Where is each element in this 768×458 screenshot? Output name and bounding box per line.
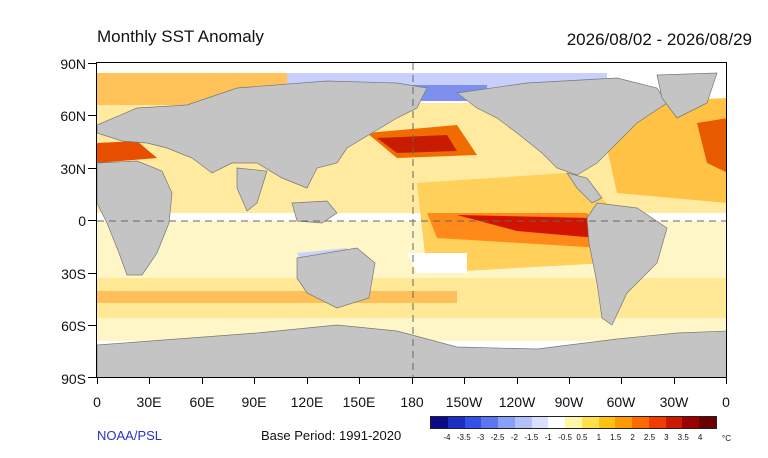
southern-ocean-warm-strip bbox=[97, 291, 457, 303]
colorbar-tick-label: -1.5 bbox=[524, 433, 539, 442]
y-label-60s: 60S bbox=[61, 318, 86, 334]
antarctica-land bbox=[97, 324, 726, 377]
central-america-land bbox=[566, 172, 603, 204]
y-tick bbox=[88, 273, 96, 274]
colorbar-tick-label: 2.5 bbox=[643, 433, 656, 442]
colorbar-swatch bbox=[581, 417, 599, 428]
colorbar-tick-label: -3.5 bbox=[456, 433, 471, 442]
colorbar-tick-label: -1 bbox=[544, 433, 552, 442]
x-label-180: 180 bbox=[400, 394, 424, 410]
x-tick bbox=[412, 378, 413, 384]
colorbar-swatch bbox=[464, 417, 482, 428]
colorbar-swatch bbox=[447, 417, 465, 428]
y-tick bbox=[88, 377, 96, 378]
colorbar-swatch bbox=[531, 417, 549, 428]
colorbar-labels: -4 -3.5 -3 -2.5 -2 -1.5 -1 -0.5 0.5 1 1.5 2 2.5 3 3.5 4 bbox=[430, 433, 730, 445]
date-range: 2026/08/02 - 2026/08/29 bbox=[566, 30, 752, 49]
colorbar-swatch bbox=[598, 417, 616, 428]
maritime-continent-land bbox=[291, 200, 338, 224]
x-tick bbox=[254, 378, 255, 384]
x-label-60w: 60W bbox=[606, 394, 636, 410]
y-tick bbox=[88, 168, 96, 169]
colorbar-tick-label: 1.5 bbox=[610, 433, 622, 442]
colorbar-swatch bbox=[498, 417, 515, 428]
colorbar-tick-label: 2 bbox=[630, 433, 635, 442]
north-america-land bbox=[456, 77, 668, 176]
x-label-0: 0 bbox=[93, 394, 101, 410]
colorbar-tick-label: -4 bbox=[443, 433, 451, 442]
y-label-90n: 90N bbox=[60, 56, 86, 72]
y-tick bbox=[88, 63, 96, 64]
y-tick bbox=[88, 325, 96, 326]
land-masses bbox=[97, 72, 726, 377]
base-period: Base Period: 1991-2020 bbox=[261, 428, 402, 443]
x-tick bbox=[621, 378, 622, 384]
colorbar-swatch bbox=[615, 417, 633, 428]
mediterranean-warm bbox=[97, 141, 157, 163]
india-land bbox=[236, 167, 268, 212]
north-atlantic-core bbox=[697, 118, 726, 173]
colorbar-swatch bbox=[481, 417, 499, 428]
x-tick bbox=[202, 378, 203, 384]
x-tick bbox=[149, 378, 150, 384]
northwest-pacific-core bbox=[377, 135, 457, 153]
colorbar-tick-label: -2.5 bbox=[490, 433, 505, 442]
x-label-90w: 90W bbox=[554, 394, 584, 410]
x-label-60e: 60E bbox=[189, 394, 215, 410]
colorbar-tick-label: 0.5 bbox=[576, 433, 588, 442]
sst-anomaly-map bbox=[96, 62, 727, 378]
x-tick bbox=[674, 378, 675, 384]
colorbar-tick-label: -3 bbox=[477, 433, 485, 442]
y-label-30s: 30S bbox=[61, 266, 86, 282]
x-label-90e: 90E bbox=[241, 394, 267, 410]
eurasia-land bbox=[97, 80, 428, 189]
africa-land bbox=[97, 160, 173, 276]
colorbar-swatch bbox=[682, 417, 700, 428]
x-label-30w: 30W bbox=[659, 394, 689, 410]
x-tick bbox=[307, 378, 308, 384]
x-label-30e: 30E bbox=[136, 394, 162, 410]
colorbar-swatch bbox=[514, 417, 532, 428]
y-tick bbox=[88, 220, 96, 221]
x-tick bbox=[569, 378, 570, 384]
south-america-land bbox=[586, 202, 668, 326]
y-label-equator: 0 bbox=[78, 213, 86, 229]
map-canvas bbox=[97, 63, 726, 377]
x-tick bbox=[464, 378, 465, 384]
y-tick bbox=[88, 115, 96, 116]
colorbar-swatch bbox=[632, 417, 649, 428]
x-label-150w: 150W bbox=[445, 394, 483, 410]
y-label-60n: 60N bbox=[60, 108, 86, 124]
colorbar-swatch bbox=[665, 417, 683, 428]
y-label-90s: 90S bbox=[61, 371, 86, 387]
greenland-land bbox=[656, 72, 718, 119]
colorbar-tick-label: 3 bbox=[664, 433, 669, 442]
x-tick bbox=[517, 378, 518, 384]
x-tick bbox=[359, 378, 360, 384]
x-label-0-east: 0 bbox=[722, 394, 730, 410]
colorbar-swatch bbox=[699, 417, 717, 428]
colorbar-tick-label: 4 bbox=[697, 433, 703, 442]
x-label-120e: 120E bbox=[290, 394, 324, 410]
x-label-150e: 150E bbox=[342, 394, 376, 410]
australia-land bbox=[296, 247, 376, 309]
y-label-30n: 30N bbox=[60, 161, 86, 177]
colorbar-tick-label: 3.5 bbox=[677, 433, 689, 442]
colorbar-tick-label: -2 bbox=[510, 433, 518, 442]
colorbar-swatch bbox=[565, 417, 582, 428]
colorbar-unit: °C bbox=[722, 434, 731, 443]
colorbar bbox=[430, 416, 717, 429]
colorbar-swatch bbox=[431, 417, 448, 428]
x-tick bbox=[726, 378, 727, 384]
x-tick bbox=[97, 378, 98, 384]
x-label-120w: 120W bbox=[498, 394, 536, 410]
colorbar-tick-label: -0.5 bbox=[558, 433, 572, 442]
colorbar-swatch bbox=[648, 417, 666, 428]
enso-core bbox=[457, 215, 597, 238]
near-zero-patch bbox=[407, 253, 467, 273]
colorbar-tick-label: 1 bbox=[596, 433, 602, 442]
map-title: Monthly SST Anomaly bbox=[97, 27, 264, 46]
colorbar-swatch bbox=[548, 417, 566, 428]
credit-link[interactable]: NOAA/PSL bbox=[97, 428, 163, 443]
